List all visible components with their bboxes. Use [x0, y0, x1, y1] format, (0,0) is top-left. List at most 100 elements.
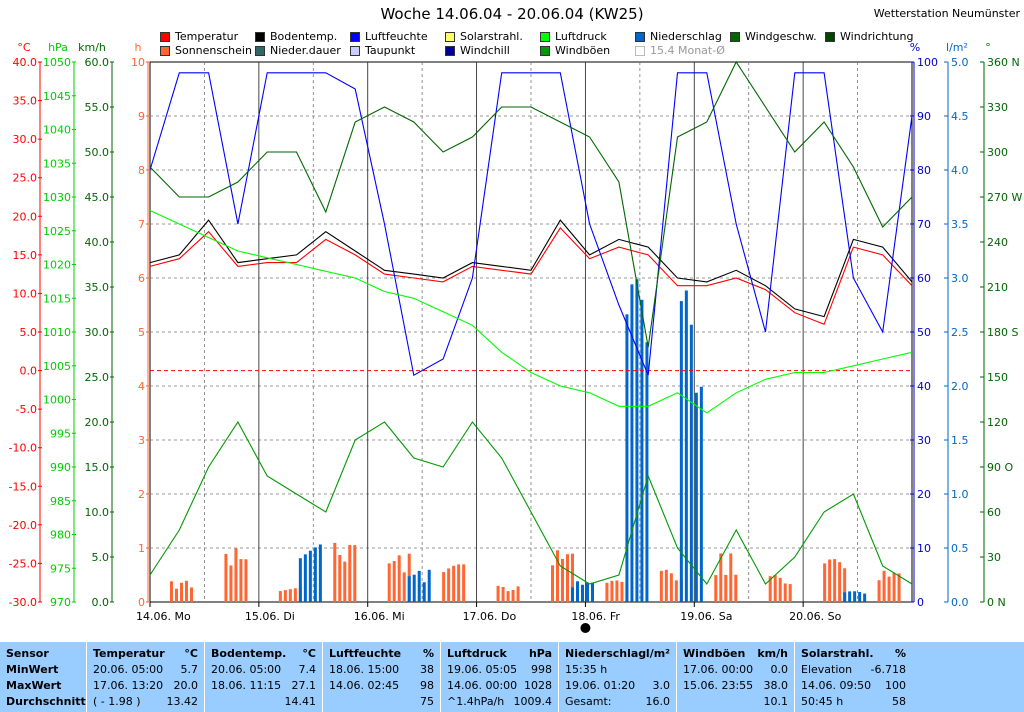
axis-tick-label-sun: 4: [138, 380, 145, 393]
stats-column-header: Bodentemp.: [211, 647, 287, 660]
rain-bar: [843, 592, 847, 602]
legend: Temperatur Bodentemp. Luftfeuchte Solarstra…: [160, 30, 920, 60]
sunshine-bar: [659, 570, 663, 602]
legend-label: Windrichtung: [840, 30, 914, 43]
axis-tick-label-pressure: 1020: [43, 259, 71, 272]
axis-tick-label-rain: 3.0: [951, 272, 969, 285]
axis-tick-label-temp: 25.0: [13, 172, 38, 185]
axis-tick-label-temp: 35.0: [13, 95, 38, 108]
stats-cell-label: 50:45 h: [801, 695, 844, 708]
stats-column: Temperatur °C 20.06. 05:00 5.7 17.06. 13:20 2…: [86, 642, 204, 712]
axis-tick-label-temp: -10.0: [9, 442, 37, 455]
axis-tick-label-wind: 30.0: [85, 326, 110, 339]
rain-bar: [586, 582, 589, 602]
stats-cell-value: 38: [420, 663, 434, 676]
sunshine-bar: [402, 572, 406, 602]
stats-column-unit: %: [422, 647, 434, 660]
axis-tick-label-wind: 5.0: [92, 551, 110, 564]
statistics-table: Sensor MinWert MaxWert Durchschnitt Temperat…: [0, 642, 1024, 712]
sunshine-bar: [175, 588, 178, 602]
rain-bar: [318, 544, 322, 602]
legend-label: Temperatur: [175, 30, 239, 43]
rain-bar: [863, 593, 867, 602]
axis-tick-label-temp: 0.0: [20, 365, 38, 378]
x-tick-label: 14.06. Mo: [136, 610, 191, 623]
axis-tick-label-direction: 210: [987, 281, 1008, 294]
stats-column-unit: °C: [302, 647, 316, 660]
rain-bar: [625, 314, 629, 602]
axis-tick-label-direction: 330: [987, 101, 1008, 114]
sunshine-bar: [823, 563, 827, 602]
sunshine-bar: [561, 558, 564, 602]
axis-tick-label-wind: 15.0: [85, 461, 110, 474]
sunshine-bar: [278, 591, 282, 602]
axis-unit-sun: h: [135, 41, 142, 54]
axis-tick-label-sun: 10: [131, 56, 145, 69]
axis-tick-label-rain: 3.5: [951, 218, 969, 231]
series-line-temp: [149, 219, 913, 318]
axis-tick-label-direction: 270 W: [987, 191, 1022, 204]
sunshine-bar: [244, 559, 248, 602]
sunshine-bar: [506, 591, 510, 602]
axis-tick-label-direction: 0 N: [987, 596, 1006, 609]
sunshine-bar: [348, 544, 352, 602]
sunshine-bar: [714, 575, 718, 602]
stats-column-header: Luftdruck: [447, 647, 507, 660]
sunshine-bar: [843, 568, 847, 602]
axis-tick-label-sun: 1: [138, 542, 145, 555]
axis-tick-label-pressure: 990: [50, 461, 71, 474]
axis-tick-label-direction: 120: [987, 416, 1008, 429]
legend-swatch: [730, 32, 740, 42]
legend-swatch: [825, 32, 835, 42]
rain-bar: [576, 581, 579, 602]
stats-column: Luftfeuchte% 18.06. 15:00 38 14.06. 02:45 98…: [322, 642, 440, 712]
axis-tick-label-humidity: 30: [917, 434, 931, 447]
rain-bar: [427, 569, 431, 602]
stats-column: Windböen km/h 17.06. 00:00 0.0 15.06. 23:55 3…: [676, 642, 794, 712]
sunshine-bar: [729, 553, 733, 602]
axis-tick-label-pressure: 1000: [43, 394, 71, 407]
stats-column-header: Temperatur: [93, 647, 165, 660]
x-tick-label: 15.06. Di: [245, 610, 295, 623]
stats-cell-label: 14.06. 09:50: [801, 679, 872, 692]
sunshine-bar: [882, 570, 886, 602]
axis-tick-label-pressure: 970: [50, 596, 71, 609]
sunshine-bar: [452, 565, 456, 602]
axis-tick-label-temp: 10.0: [13, 287, 38, 300]
sunshine-bar: [447, 568, 451, 602]
axis-tick-label-pressure: 980: [50, 529, 71, 542]
sunshine-bar: [353, 545, 357, 602]
axis-tick-label-temp: -20.0: [9, 519, 37, 532]
stats-cell-value: 20.0: [173, 679, 199, 692]
legend-label: Nieder.dauer: [270, 44, 341, 57]
sunshine-bar: [828, 559, 832, 602]
sunshine-bar: [288, 589, 292, 602]
rain-bar: [591, 582, 594, 602]
sunshine-bar: [343, 561, 347, 602]
stats-cell-label: 20.06. 05:00: [211, 663, 282, 676]
chart-title: Woche 14.06.04 - 20.06.04 (KW25): [380, 5, 644, 23]
legend-label: Luftdruck: [555, 30, 607, 43]
legend-label: Solarstrahl.: [460, 30, 523, 43]
stats-column-unit: %: [894, 647, 906, 660]
axis-tick-label-temp: -15.0: [9, 480, 37, 493]
rain-bar: [635, 279, 639, 602]
sunshine-bar: [387, 563, 391, 602]
axis-tick-label-sun: 2: [138, 488, 145, 501]
sunshine-bar: [605, 582, 609, 602]
sunshine-bar: [838, 562, 842, 602]
rain-bar: [689, 324, 693, 602]
sunshine-bar: [397, 555, 401, 602]
axis-tick-label-rain: 2.5: [951, 326, 969, 339]
stats-column-header: Windböen: [683, 647, 746, 660]
legend-label: Windgeschw.: [745, 30, 817, 43]
stats-cell-value: 1009.4: [513, 695, 553, 708]
stats-row-label: Sensor: [6, 647, 49, 660]
sunshine-bar: [180, 582, 183, 602]
rain-bar: [308, 550, 312, 602]
stats-cell-label: 14.06. 02:45: [329, 679, 400, 692]
axis-tick-label-direction: 180 S: [987, 326, 1018, 339]
stats-column-unit: hPa: [528, 647, 552, 660]
axis-tick-label-humidity: 70: [917, 218, 931, 231]
sunshine-bar: [669, 573, 673, 602]
